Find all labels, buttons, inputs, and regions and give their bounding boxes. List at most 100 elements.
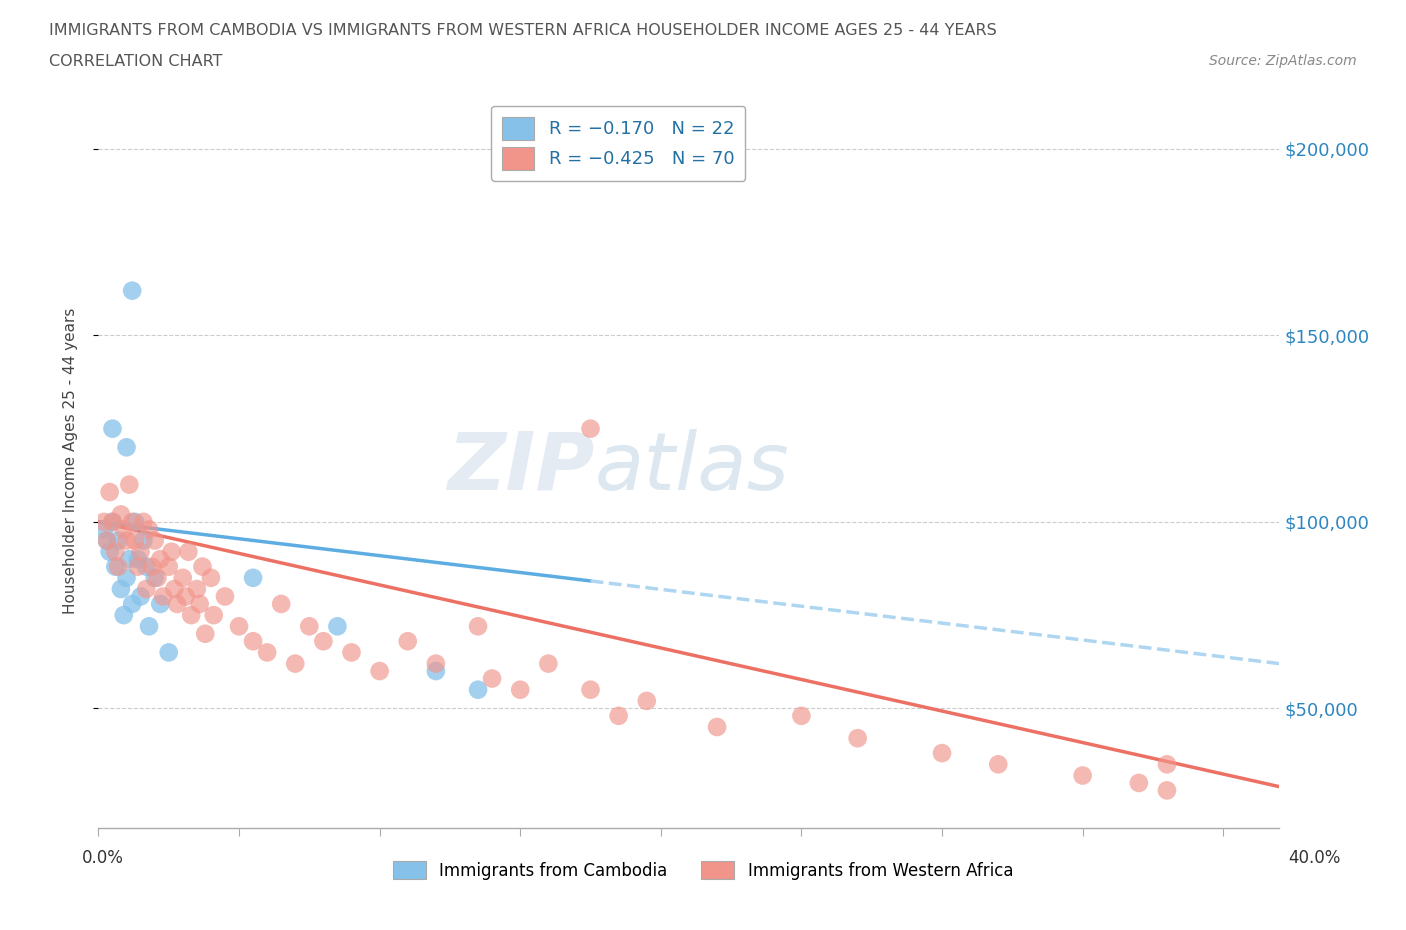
Point xyxy=(135,559,157,574)
Point xyxy=(200,570,222,585)
Point xyxy=(124,514,146,529)
Point xyxy=(118,551,141,566)
Text: ZIP: ZIP xyxy=(447,429,595,507)
Point xyxy=(93,514,115,529)
Point xyxy=(174,589,197,604)
Point xyxy=(1128,776,1150,790)
Point xyxy=(340,645,363,660)
Text: 0.0%: 0.0% xyxy=(82,849,124,867)
Point xyxy=(118,477,141,492)
Text: Source: ZipAtlas.com: Source: ZipAtlas.com xyxy=(1209,54,1357,68)
Legend: Immigrants from Cambodia, Immigrants from Western Africa: Immigrants from Cambodia, Immigrants fro… xyxy=(387,855,1019,886)
Point xyxy=(191,559,214,574)
Point xyxy=(1156,783,1178,798)
Point xyxy=(987,757,1010,772)
Point xyxy=(124,533,146,548)
Point xyxy=(132,533,155,548)
Point xyxy=(121,596,143,611)
Point xyxy=(846,731,869,746)
Text: CORRELATION CHART: CORRELATION CHART xyxy=(49,54,222,69)
Point xyxy=(121,514,143,529)
Text: 40.0%: 40.0% xyxy=(1288,849,1341,867)
Point xyxy=(98,544,121,559)
Point xyxy=(160,544,183,559)
Point xyxy=(186,581,208,596)
Point xyxy=(177,544,200,559)
Point xyxy=(157,645,180,660)
Point xyxy=(112,607,135,622)
Point xyxy=(931,746,953,761)
Point xyxy=(467,618,489,633)
Point xyxy=(1156,757,1178,772)
Point xyxy=(790,709,813,724)
Point xyxy=(107,559,129,574)
Point xyxy=(129,589,152,604)
Point xyxy=(298,618,321,633)
Point xyxy=(135,581,157,596)
Point xyxy=(242,633,264,648)
Point xyxy=(368,664,391,679)
Point xyxy=(467,683,489,698)
Point xyxy=(1071,768,1094,783)
Point xyxy=(172,570,194,585)
Point xyxy=(115,440,138,455)
Point xyxy=(579,683,602,698)
Point xyxy=(112,522,135,537)
Point xyxy=(157,559,180,574)
Point xyxy=(152,589,174,604)
Point xyxy=(425,657,447,671)
Point xyxy=(132,514,155,529)
Point xyxy=(194,626,217,641)
Point xyxy=(138,618,160,633)
Point xyxy=(129,544,152,559)
Point xyxy=(166,596,188,611)
Point xyxy=(180,607,202,622)
Legend: R = −0.170   N = 22, R = −0.425   N = 70: R = −0.170 N = 22, R = −0.425 N = 70 xyxy=(491,106,745,181)
Point xyxy=(141,559,163,574)
Point xyxy=(101,514,124,529)
Point xyxy=(104,559,127,574)
Point xyxy=(127,551,149,566)
Point xyxy=(107,533,129,548)
Point xyxy=(98,485,121,499)
Point xyxy=(396,633,419,648)
Point xyxy=(110,581,132,596)
Point xyxy=(256,645,278,660)
Point xyxy=(636,694,658,709)
Point xyxy=(104,544,127,559)
Point xyxy=(101,421,124,436)
Point xyxy=(270,596,292,611)
Point xyxy=(481,671,503,686)
Point xyxy=(214,589,236,604)
Point xyxy=(188,596,211,611)
Point xyxy=(425,664,447,679)
Point xyxy=(121,284,143,299)
Point xyxy=(228,618,250,633)
Point xyxy=(115,570,138,585)
Point xyxy=(93,522,115,537)
Point xyxy=(706,720,728,735)
Point xyxy=(146,570,169,585)
Point xyxy=(607,709,630,724)
Point xyxy=(149,551,172,566)
Point xyxy=(149,596,172,611)
Text: atlas: atlas xyxy=(595,429,789,507)
Point xyxy=(143,570,166,585)
Point xyxy=(101,514,124,529)
Point xyxy=(202,607,225,622)
Text: IMMIGRANTS FROM CAMBODIA VS IMMIGRANTS FROM WESTERN AFRICA HOUSEHOLDER INCOME AG: IMMIGRANTS FROM CAMBODIA VS IMMIGRANTS F… xyxy=(49,23,997,38)
Point xyxy=(537,657,560,671)
Y-axis label: Householder Income Ages 25 - 44 years: Householder Income Ages 25 - 44 years xyxy=(63,307,77,614)
Point xyxy=(115,533,138,548)
Point xyxy=(163,581,186,596)
Point xyxy=(138,522,160,537)
Point xyxy=(242,570,264,585)
Point xyxy=(110,507,132,522)
Point xyxy=(284,657,307,671)
Point xyxy=(96,533,118,548)
Point xyxy=(143,533,166,548)
Point xyxy=(579,421,602,436)
Point xyxy=(312,633,335,648)
Point xyxy=(96,533,118,548)
Point xyxy=(326,618,349,633)
